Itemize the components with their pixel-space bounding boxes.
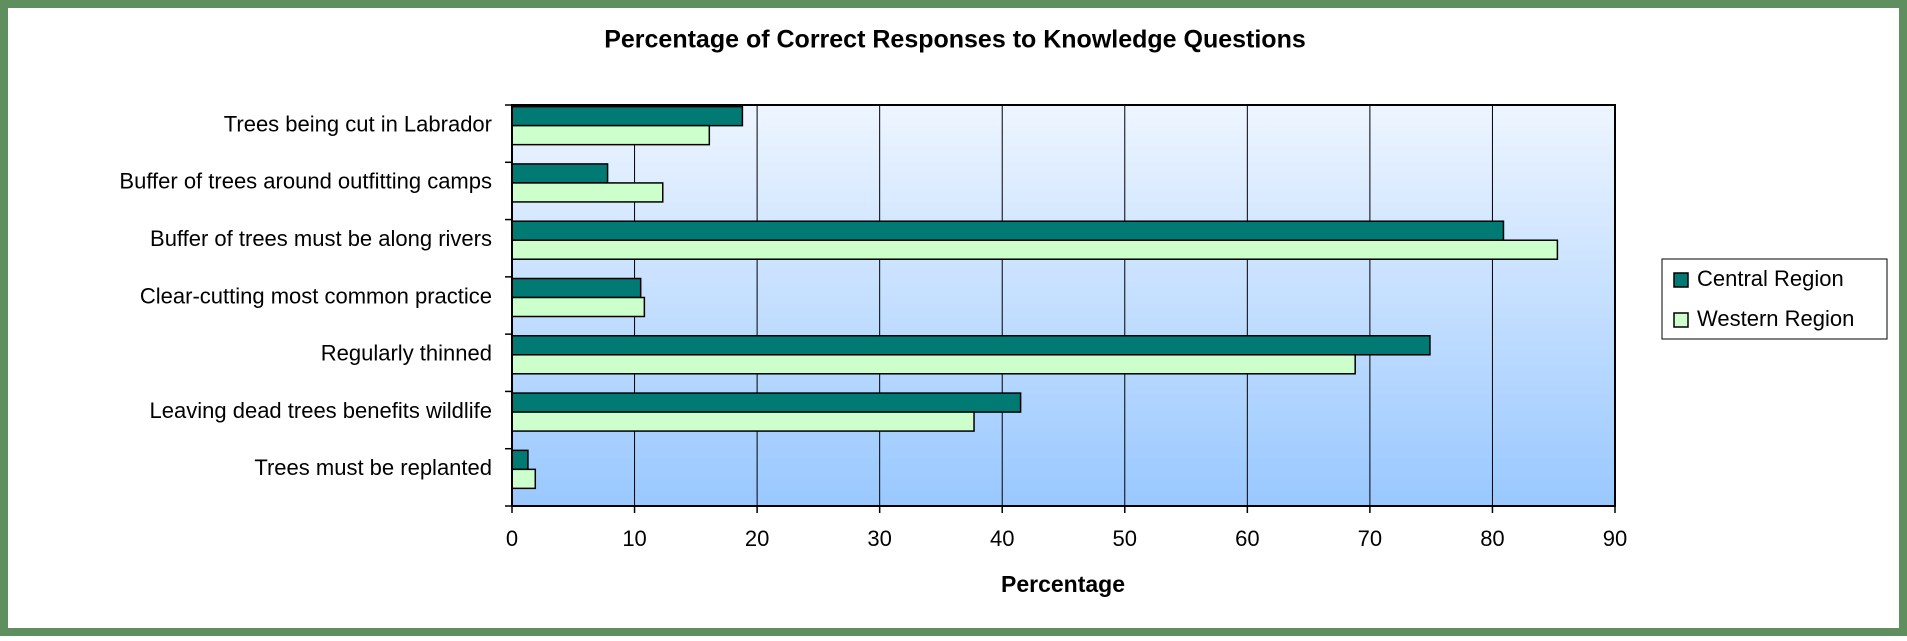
y-tick-label: Buffer of trees around outfitting camps [119,169,492,194]
bar [511,105,744,127]
x-tick-label: 50 [1113,526,1137,551]
x-tick-label: 0 [506,526,518,551]
bar [511,354,1356,375]
legend-label: Central Region [1697,266,1844,291]
bar [511,277,642,299]
x-tick-label: 10 [622,526,646,551]
bar [511,335,1431,356]
y-tick-label: Clear-cutting most common practice [140,283,492,308]
legend-swatch [1673,312,1689,328]
y-tick-label: Regularly thinned [321,341,492,366]
plot-area [512,105,1615,506]
bar [511,239,1559,260]
bar [511,182,664,203]
y-tick-label: Buffer of trees must be along rivers [150,226,492,251]
legend-box [1661,258,1888,340]
y-tick-label: Leaving dead trees benefits wildlife [150,398,492,423]
y-tick-label: Trees being cut in Labrador [224,111,492,136]
x-axis-title: Percentage [1001,571,1125,597]
x-tick-label: 90 [1603,526,1627,551]
x-tick-label: 70 [1358,526,1382,551]
bar [511,163,609,184]
bar [511,220,1505,241]
x-tick-label: 80 [1480,526,1504,551]
legend-label: Western Region [1697,306,1854,331]
bar [511,468,537,490]
bar [511,392,1022,413]
bar [511,124,711,146]
plot-border [511,104,1616,507]
x-tick-label: 60 [1235,526,1259,551]
x-tick-label: 30 [867,526,891,551]
x-tick-label: 40 [990,526,1014,551]
chart-title: Percentage of Correct Responses to Knowl… [604,26,1306,54]
bar [511,449,529,471]
y-tick-label: Trees must be replanted [254,455,492,480]
x-tick-label: 20 [745,526,769,551]
bar [511,411,975,432]
legend-swatch [1673,272,1689,288]
bar [511,296,646,318]
